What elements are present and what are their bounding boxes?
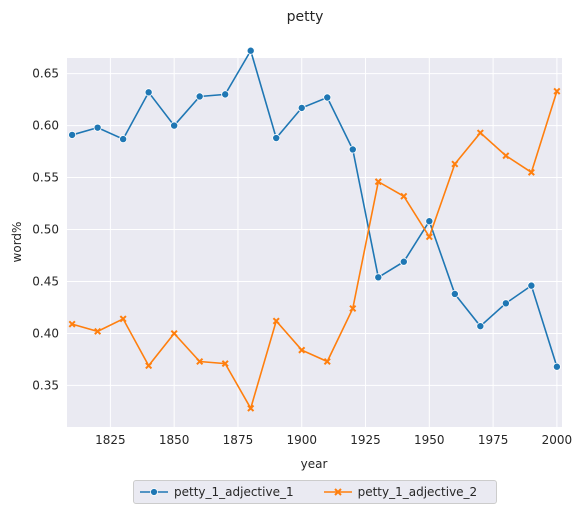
series-2-point <box>68 320 76 328</box>
x-tick-label: 1850 <box>159 433 190 447</box>
x-axis-label: year <box>301 457 328 471</box>
y-tick-label: 0.35 <box>32 378 59 392</box>
series-1-point <box>323 93 332 102</box>
series-2-point <box>298 346 306 354</box>
series-1-point <box>552 362 561 371</box>
x-tick-label: 1875 <box>223 433 254 447</box>
series-2-point <box>247 404 255 412</box>
series-1-point <box>93 123 102 132</box>
y-tick-label: 0.60 <box>32 119 59 133</box>
legend: petty_1_adjective_1 petty_1_adjective_2 <box>133 480 497 504</box>
series-2-point <box>502 152 510 160</box>
series-layer <box>68 46 561 412</box>
y-tick-label: 0.40 <box>32 326 59 340</box>
series-1-point <box>425 217 434 226</box>
series-1-point <box>119 135 128 144</box>
y-tick-label: 0.65 <box>32 67 59 81</box>
y-axis-label: word% <box>10 222 24 263</box>
x-tick-label: 1925 <box>350 433 381 447</box>
plot-area <box>67 58 562 427</box>
chart-title: petty <box>287 9 324 25</box>
legend-label-series-1: petty_1_adjective_1 <box>174 485 294 499</box>
x-tick-label: 1825 <box>95 433 126 447</box>
series-2-point <box>196 358 204 366</box>
series-1-point <box>195 92 204 101</box>
series-2-point <box>323 358 331 366</box>
y-tick-label: 0.55 <box>32 171 59 185</box>
legend-marker-x-icon <box>323 488 352 496</box>
series-2-point <box>94 327 102 335</box>
series-1-point <box>68 130 77 139</box>
series-1-point <box>476 322 485 331</box>
series-2-point <box>349 304 357 313</box>
series-1-point <box>144 88 153 97</box>
y-tick-labels: 0.35 0.40 0.45 0.50 0.55 0.60 0.65 <box>32 67 59 393</box>
x-tick-label: 1975 <box>478 433 509 447</box>
series-2-point <box>553 87 561 95</box>
series-1-point <box>374 273 383 282</box>
series-1-point <box>297 103 306 112</box>
x-tick-label: 1950 <box>414 433 445 447</box>
x-tick-label: 2000 <box>542 433 573 447</box>
x-tick-label: 1900 <box>286 433 317 447</box>
series-2-point <box>119 315 127 323</box>
series-2-point <box>170 329 178 337</box>
legend-item-series-1: petty_1_adjective_1 <box>134 485 294 499</box>
series-1-point <box>272 134 281 143</box>
x-tick-labels: 1825 1850 1875 1900 1925 1950 1975 2000 <box>95 433 572 447</box>
legend-marker-circle-icon <box>140 488 168 496</box>
series-1-line <box>71 48 558 367</box>
series-2-line <box>71 91 558 411</box>
series-1-point <box>348 145 357 154</box>
legend-item-series-2: petty_1_adjective_2 <box>318 485 478 499</box>
series-1-point <box>501 299 510 308</box>
series-2-point <box>425 233 433 241</box>
series-2-point <box>374 178 382 186</box>
series-2-point <box>476 129 484 137</box>
series-1-point <box>527 281 536 290</box>
series-2-point <box>221 360 229 368</box>
legend-label-series-2: petty_1_adjective_2 <box>357 485 478 499</box>
series-2-point <box>272 317 280 325</box>
y-tick-label: 0.45 <box>32 274 59 288</box>
series-2-point <box>527 168 535 176</box>
series-1-point <box>246 46 255 55</box>
series-2-point <box>145 362 153 370</box>
series-1-point <box>170 121 179 130</box>
series-1-point <box>450 289 459 298</box>
series-2-point <box>451 160 459 168</box>
series-2-point <box>400 192 408 200</box>
y-tick-label: 0.50 <box>32 223 59 237</box>
series-1-point <box>399 257 408 266</box>
series-1-point <box>221 90 230 99</box>
